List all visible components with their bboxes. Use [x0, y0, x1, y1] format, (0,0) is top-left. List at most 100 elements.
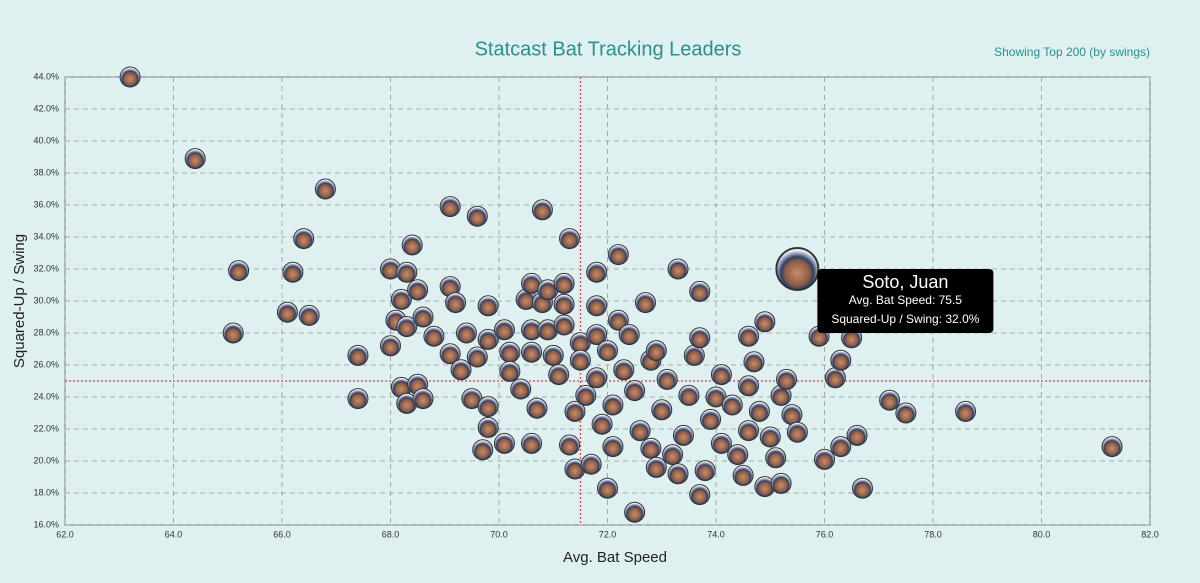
- y-tick-label: 44.0%: [33, 71, 59, 81]
- player-point: [738, 375, 760, 397]
- y-tick-label: 20.0%: [33, 455, 59, 465]
- points: [119, 66, 1123, 523]
- player-point: [553, 293, 575, 315]
- player-point: [564, 400, 586, 422]
- player-point: [781, 404, 803, 426]
- player-point: [710, 364, 732, 386]
- player-point: [629, 420, 651, 442]
- tooltip-line: Squared-Up / Swing: 32.0%: [831, 312, 979, 326]
- player-point: [667, 463, 689, 485]
- player-point: [667, 258, 689, 280]
- player-point: [645, 456, 667, 478]
- player-point: [694, 460, 716, 482]
- x-tick-label: 68.0: [382, 529, 400, 539]
- player-point: [510, 378, 532, 400]
- y-tick-label: 34.0%: [33, 231, 59, 241]
- player-point: [521, 341, 543, 363]
- player-point: [184, 148, 206, 170]
- x-tick-label: 72.0: [599, 529, 617, 539]
- player-point: [651, 399, 673, 421]
- player-point: [580, 453, 602, 475]
- highlighted-point: [775, 247, 820, 291]
- player-point: [662, 444, 684, 466]
- x-tick-label: 64.0: [165, 529, 183, 539]
- player-point: [347, 388, 369, 410]
- player-point: [824, 367, 846, 389]
- player-point: [282, 261, 304, 283]
- tooltip-line: Avg. Bat Speed: 75.5: [849, 293, 963, 307]
- player-point: [846, 424, 868, 446]
- y-tick-label: 22.0%: [33, 423, 59, 433]
- y-tick-label: 38.0%: [33, 167, 59, 177]
- player-point: [586, 261, 608, 283]
- y-tick-label: 40.0%: [33, 135, 59, 145]
- player-point: [445, 292, 467, 314]
- player-point: [412, 388, 434, 410]
- player-point: [748, 400, 770, 422]
- player-point: [439, 196, 461, 218]
- player-point: [472, 439, 494, 461]
- player-point: [765, 447, 787, 469]
- player-point: [396, 261, 418, 283]
- y-tick-label: 30.0%: [33, 295, 59, 305]
- player-point: [732, 464, 754, 486]
- player-point: [559, 228, 581, 250]
- player-point: [776, 368, 798, 390]
- player-point: [814, 448, 835, 470]
- player-point: [597, 340, 618, 362]
- player-point: [1101, 436, 1123, 458]
- player-point: [851, 477, 873, 499]
- player-point: [586, 324, 608, 346]
- player-point: [293, 228, 315, 250]
- player-point: [624, 380, 646, 402]
- y-tick-label: 36.0%: [33, 199, 59, 209]
- player-point: [602, 436, 624, 458]
- player-point: [955, 400, 977, 422]
- player-point: [879, 389, 901, 411]
- player-point: [575, 384, 597, 406]
- player-point: [380, 335, 401, 357]
- player-point: [526, 397, 548, 419]
- player-point: [396, 316, 418, 338]
- player-point: [569, 349, 591, 371]
- tooltip: [817, 269, 994, 333]
- player-point: [531, 199, 553, 221]
- player-point: [759, 426, 781, 448]
- y-axis-label: Squared-Up / Swing: [11, 234, 28, 368]
- player-point: [390, 288, 412, 310]
- player-point: [830, 349, 852, 371]
- player-point: [624, 501, 646, 523]
- tooltip-title: Soto, Juan: [862, 272, 948, 292]
- player-point: [591, 413, 613, 435]
- player-point: [499, 360, 521, 382]
- player-point: [119, 66, 141, 88]
- player-point: [521, 432, 543, 454]
- player-point: [678, 384, 700, 406]
- player-point: [607, 244, 629, 266]
- player-point: [477, 416, 499, 438]
- y-tick-label: 18.0%: [33, 487, 59, 497]
- player-point: [407, 279, 429, 301]
- x-tick-label: 70.0: [490, 529, 508, 539]
- player-point: [683, 344, 705, 366]
- player-point: [439, 343, 461, 365]
- player-point: [613, 359, 635, 381]
- x-tick-label: 82.0: [1141, 529, 1159, 539]
- player-point: [477, 396, 499, 418]
- player-point: [738, 420, 760, 442]
- player-point: [477, 295, 499, 317]
- x-tick-label: 74.0: [707, 529, 725, 539]
- y-tick-label: 16.0%: [33, 519, 59, 529]
- player-point: [618, 324, 640, 346]
- player-point: [640, 437, 662, 459]
- player-point: [727, 444, 749, 466]
- player-point: [222, 322, 244, 344]
- player-point: [645, 340, 667, 362]
- player-point: [689, 484, 711, 506]
- x-tick-label: 66.0: [273, 529, 291, 539]
- x-tick-label: 76.0: [816, 529, 834, 539]
- player-point: [401, 234, 423, 256]
- y-tick-label: 32.0%: [33, 263, 59, 273]
